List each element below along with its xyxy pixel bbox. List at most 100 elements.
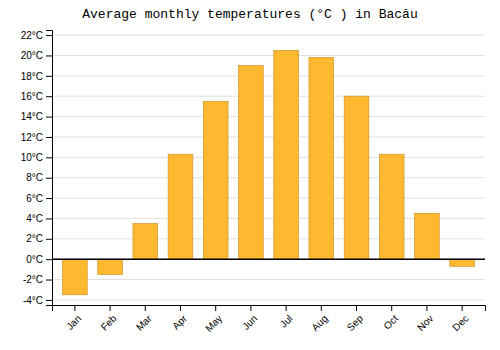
bar (239, 66, 264, 260)
zero-line (52, 258, 485, 260)
y-tick: 14°C (21, 111, 52, 122)
x-tick: Apr (170, 305, 189, 332)
x-tick-mark (426, 305, 427, 311)
y-tick: 12°C (21, 132, 52, 143)
x-tick-label: Jun (240, 313, 259, 332)
grid-line (52, 55, 485, 56)
y-tick: 2°C (26, 233, 52, 244)
grid-line (52, 259, 485, 260)
grid-line (52, 96, 485, 97)
y-tick-label: 4°C (26, 213, 43, 224)
x-axis-line (53, 306, 486, 312)
x-tick-label: Oct (381, 313, 400, 332)
bar (133, 224, 158, 260)
grid-line (52, 177, 485, 178)
x-tick-mark (391, 305, 392, 311)
bar (344, 96, 369, 259)
y-tick-mark (46, 76, 52, 77)
x-tick-mark (145, 305, 146, 311)
x-tick-label: Apr (170, 312, 189, 331)
y-tick-mark (46, 178, 52, 179)
y-tick: 16°C (21, 91, 52, 102)
x-tick-label: May (203, 313, 224, 334)
y-tick: -2°C (23, 274, 52, 285)
x-tick-mark (462, 305, 463, 311)
x-tick-label: Jan (64, 313, 83, 332)
x-tick-label: Dec (450, 313, 470, 333)
y-tick-label: 8°C (26, 172, 43, 183)
x-tick-mark (356, 305, 357, 311)
x-tick-label: Mar (134, 312, 154, 332)
y-tick: 18°C (21, 71, 52, 82)
bar (98, 259, 123, 274)
grid (52, 35, 485, 300)
y-tick: 10°C (21, 152, 52, 163)
x-tick: Feb (99, 305, 119, 333)
x-tick-mark (110, 305, 111, 311)
bar (168, 154, 193, 259)
grid-line (52, 279, 485, 280)
x-tick-label: Feb (99, 312, 119, 332)
x-tick-mark (250, 305, 251, 311)
y-tick: 6°C (26, 193, 52, 204)
x-tick: Sep (345, 305, 366, 333)
x-tick: Dec (450, 305, 470, 333)
x-tick: Aug (309, 305, 329, 333)
grid-line (52, 75, 485, 76)
bar (309, 58, 334, 260)
bars (52, 50, 485, 294)
x-tick-mark (286, 305, 287, 311)
y-tick-label: 14°C (21, 111, 43, 122)
y-tick-mark (46, 280, 52, 281)
y-tick-mark (46, 300, 52, 301)
y-tick-mark (46, 218, 52, 219)
y-tick-label: -2°C (23, 274, 43, 285)
y-tick-mark (46, 259, 52, 260)
y-tick-mark (46, 35, 52, 36)
y-tick-label: 12°C (21, 132, 43, 143)
y-tick-mark (46, 117, 52, 118)
y-tick: 0°C (26, 254, 52, 265)
title: Average monthly temperatures (°C ) in Ba… (82, 7, 417, 22)
x-tick-mark (321, 305, 322, 311)
bar (415, 213, 440, 259)
y-tick: 4°C (26, 213, 52, 224)
grid-line (52, 116, 485, 117)
plot: -4°C -2°C 0°C 2°C 4°C 6°C 8°C 10°C 12°C 14°C 16°C 1… (21, 30, 486, 334)
x-axis: Jan Feb Mar Apr May Jun Jul Aug Sep Oct Nov Dec (53, 305, 486, 334)
y-tick-mark (46, 55, 52, 56)
y-tick-label: 20°C (21, 50, 43, 61)
x-tick: Jan (64, 305, 83, 332)
x-tick: Nov (415, 305, 435, 333)
grid-line (52, 35, 485, 36)
bar (379, 154, 404, 259)
y-tick-mark (46, 157, 52, 158)
y-axis-line (46, 31, 53, 306)
x-tick-mark (74, 305, 75, 311)
y-tick-label: 22°C (21, 30, 43, 41)
y-tick-mark (46, 137, 52, 138)
x-tick-label: Nov (415, 313, 435, 333)
x-tick-label: Jul (278, 313, 295, 330)
x-tick-mark (215, 305, 216, 311)
x-tick: Oct (381, 305, 400, 332)
x-tick-label: Aug (309, 313, 329, 333)
bar (450, 259, 475, 266)
x-tick: Jul (278, 305, 295, 330)
y-tick: 8°C (26, 172, 52, 183)
x-tick: Jun (240, 305, 259, 332)
x-tick-mark (180, 305, 181, 311)
chart: Average monthly temperatures (°C ) in Ba… (0, 0, 500, 350)
y-tick: 20°C (21, 50, 52, 61)
bar (203, 101, 228, 259)
y-tick-label: -4°C (23, 295, 43, 306)
y-tick-label: 6°C (26, 193, 43, 204)
y-tick-label: 0°C (26, 254, 43, 265)
y-tick-mark (46, 239, 52, 240)
x-tick: Mar (134, 305, 154, 333)
grid-line (52, 299, 485, 300)
y-axis: -4°C -2°C 0°C 2°C 4°C 6°C 8°C 10°C 12°C 14°C 16°C 1… (21, 30, 53, 306)
y-tick-mark (46, 198, 52, 199)
grid-line (52, 198, 485, 199)
x-tick: May (203, 305, 224, 334)
